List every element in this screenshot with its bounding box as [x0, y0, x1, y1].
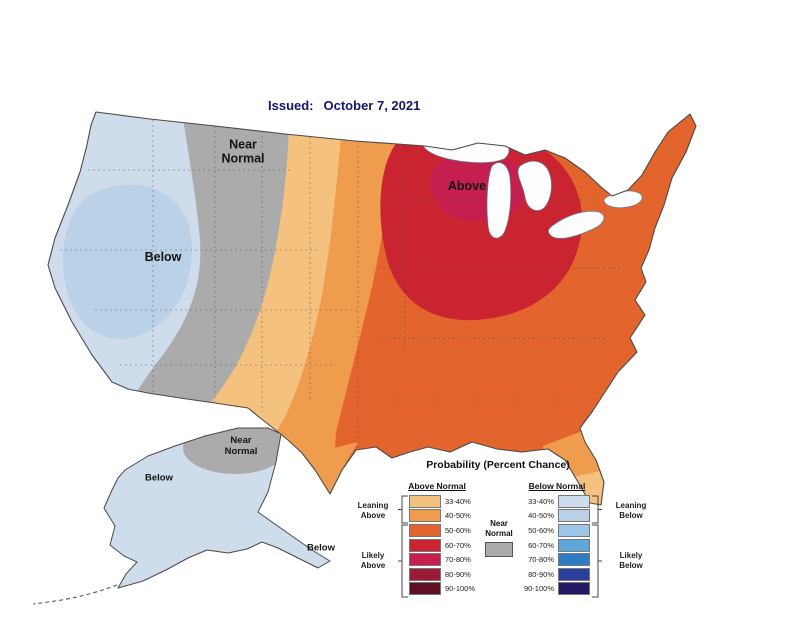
alaska-outline	[103, 427, 331, 589]
legend-above-swatch	[409, 523, 441, 537]
legend-range-label: 33-40%	[445, 496, 471, 506]
issued-date: October 7, 2021	[323, 98, 421, 113]
conus-near-normal-label: Near Normal	[221, 137, 265, 166]
alaska-below-west-label: Below	[145, 472, 173, 484]
legend-below-swatch	[558, 567, 590, 581]
legend-below-header: Below Normal	[528, 481, 586, 491]
legend-above-row: 80-90%	[409, 567, 475, 582]
legend-range-label: 70-80%	[528, 555, 554, 565]
legend-range-label: 60-70%	[445, 540, 471, 550]
legend-below-row: 90-100%	[520, 582, 590, 597]
legend-range-label: 80-90%	[528, 569, 554, 579]
legend-range-label: 60-70%	[528, 540, 554, 550]
legend-below-swatch	[558, 582, 590, 596]
legend-above-header: Above Normal	[408, 481, 466, 491]
alaska-below-panhandle-label: Below	[307, 542, 335, 554]
legend-above-row: 60-70%	[409, 538, 475, 553]
legend-range-label: 40-50%	[445, 511, 471, 521]
legend-range-label: 90-100%	[523, 584, 554, 594]
legend-above-row: 50-60%	[409, 523, 475, 538]
region-texas-coast-40-50	[317, 442, 358, 497]
legend-range-label: 50-60%	[528, 525, 554, 535]
legend-range-label: 90-100%	[445, 584, 476, 594]
legend-near-normal-label: Near Normal	[485, 519, 513, 538]
leaning-above-bracket	[398, 495, 408, 524]
legend-below-swatch	[558, 494, 590, 508]
legend-below-swatch	[558, 523, 590, 537]
legend-likely-below-label: Likely Below	[619, 551, 643, 570]
legend-leaning-below-label: Leaning Below	[615, 501, 647, 520]
legend-above-swatch	[409, 553, 441, 567]
legend-below-swatch	[558, 509, 590, 523]
legend-likely-above-label: Likely Above	[360, 551, 386, 570]
legend-below-row: 40-50%	[520, 509, 590, 524]
legend-above-swatch	[409, 582, 441, 596]
legend-above-row: 33-40%	[409, 494, 475, 509]
issued-line: Issued: October 7, 2021	[268, 98, 420, 113]
likely-below-bracket	[592, 524, 602, 598]
legend-above-swatch	[409, 567, 441, 581]
likely-above-bracket	[398, 524, 408, 598]
legend-below-column: 33-40% 40-50% 50-60% 60-70% 70-80% 80-90% 90-1…	[520, 494, 590, 596]
legend-below-swatch	[558, 538, 590, 552]
aleutian-islands-line	[32, 584, 118, 605]
legend-below-swatch	[558, 553, 590, 567]
state-borders	[60, 120, 622, 448]
legend-below-row: 60-70%	[520, 538, 590, 553]
legend-range-label: 33-40%	[528, 496, 554, 506]
conus-regions	[48, 112, 696, 505]
legend-range-label: 70-80%	[445, 555, 471, 565]
legend-range-label: 50-60%	[445, 525, 471, 535]
legend-above-swatch	[409, 494, 441, 508]
legend-range-label: 80-90%	[445, 569, 471, 579]
conus-above-label: Above	[447, 178, 487, 193]
legend-below-row: 50-60%	[520, 523, 590, 538]
alaska-near-normal-label: Near Normal	[224, 435, 258, 457]
leaning-below-bracket	[592, 495, 602, 524]
legend-title: Probability (Percent Chance)	[426, 459, 570, 471]
region-below-inner	[63, 184, 193, 340]
lake-michigan	[486, 162, 512, 239]
legend-near-normal-group: Near Normal	[477, 519, 521, 557]
legend-leaning-above-label: Leaning Above	[357, 501, 389, 520]
legend-above-row: 40-50%	[409, 509, 475, 524]
lake-erie	[548, 210, 605, 239]
legend-below-row: 80-90%	[520, 567, 590, 582]
conus-below-label: Below	[144, 249, 182, 264]
legend-near-normal-swatch	[485, 542, 513, 557]
legend-above-swatch	[409, 538, 441, 552]
legend-above-row: 90-100%	[409, 582, 475, 597]
lake-huron	[517, 160, 552, 211]
issued-label: Issued:	[268, 98, 314, 113]
legend-above-column: 33-40% 40-50% 50-60% 60-70% 70-80% 80-90% 90-1…	[409, 494, 475, 596]
legend-below-row: 70-80%	[520, 552, 590, 567]
legend-above-swatch	[409, 509, 441, 523]
legend-below-row: 33-40%	[520, 494, 590, 509]
legend-above-row: 70-80%	[409, 552, 475, 567]
conus-outline	[47, 111, 697, 506]
legend-range-label: 40-50%	[528, 511, 554, 521]
